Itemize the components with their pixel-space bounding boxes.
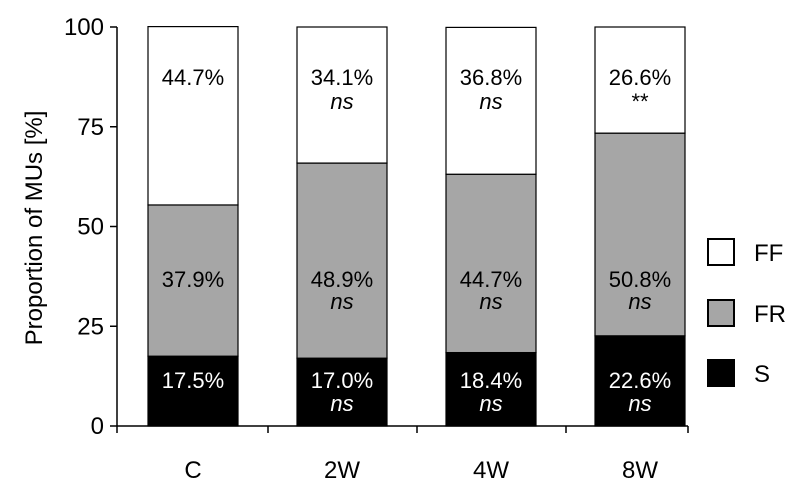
data-label: 37.9% <box>162 267 224 292</box>
significance-label: ns <box>628 289 651 314</box>
data-label: 22.6% <box>609 368 671 393</box>
data-label: 48.9% <box>311 267 373 292</box>
bar-segment-ff <box>445 26 537 175</box>
bar-segment-ff <box>147 26 239 206</box>
data-label: 26.6% <box>609 65 671 90</box>
data-label: 17.5% <box>162 368 224 393</box>
y-tick-label: 0 <box>91 413 104 440</box>
significance-label: ns <box>330 289 353 314</box>
data-label: 50.8% <box>609 267 671 292</box>
bar-segment-ff <box>296 26 388 164</box>
significance-label: ns <box>479 289 502 314</box>
data-label: 44.7% <box>460 267 522 292</box>
legend: FF FR S <box>707 238 786 388</box>
bar-segment-s <box>445 351 537 427</box>
bar-segment-s <box>147 355 239 427</box>
data-label: 18.4% <box>460 368 522 393</box>
legend-swatch-s <box>707 359 735 387</box>
x-tick-label: 8W <box>622 457 658 484</box>
significance-label: ns <box>479 391 502 416</box>
bar-segment-fr <box>147 204 239 357</box>
legend-swatch-ff <box>707 238 735 266</box>
y-tick-label: 25 <box>77 313 104 340</box>
x-tick-label: C <box>184 457 201 484</box>
legend-swatch-fr <box>707 299 735 327</box>
data-label: 34.1% <box>311 65 373 90</box>
x-tick-label: 2W <box>324 457 360 484</box>
x-axis: C 2W 4W 8W <box>116 425 689 484</box>
y-tick-label: 50 <box>77 214 104 241</box>
data-label: 44.7% <box>162 65 224 90</box>
bar-segment-fr <box>296 162 388 359</box>
data-label: 36.8% <box>460 65 522 90</box>
y-tick-label: 75 <box>77 114 104 141</box>
bar-segment-fr <box>445 173 537 354</box>
y-axis-label: Proportion of MUs [%] <box>21 111 48 346</box>
significance-label: ns <box>628 391 651 416</box>
significance-label: ns <box>330 391 353 416</box>
significance-label: ns <box>479 89 502 114</box>
significance-label: ** <box>631 89 649 114</box>
bars: 17.5%37.9%44.7%17.0%ns48.9%ns34.1%ns18.4… <box>147 26 686 427</box>
y-tick-label: 100 <box>64 14 104 41</box>
data-label: 17.0% <box>311 368 373 393</box>
bar-segment-s <box>594 335 686 427</box>
legend-label: FR <box>754 301 786 328</box>
bar-segment-fr <box>594 132 686 337</box>
legend-label: S <box>754 361 770 388</box>
bar-segment-ff <box>594 26 686 134</box>
x-tick-label: 4W <box>473 457 509 484</box>
significance-label: ns <box>330 89 353 114</box>
y-axis: 0 25 50 75 100 <box>64 14 118 440</box>
legend-label: FF <box>754 240 783 267</box>
